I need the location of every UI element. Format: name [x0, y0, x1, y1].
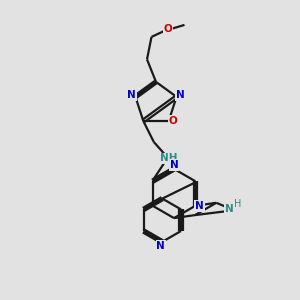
Text: O: O [164, 24, 172, 34]
Text: O: O [169, 116, 177, 126]
Text: N: N [169, 160, 178, 170]
Text: H: H [234, 199, 241, 208]
Text: N: N [224, 204, 233, 214]
Text: NH: NH [160, 154, 178, 164]
Text: N: N [176, 90, 185, 100]
Text: N: N [195, 201, 204, 211]
Text: N: N [127, 90, 136, 100]
Text: N: N [156, 241, 165, 251]
